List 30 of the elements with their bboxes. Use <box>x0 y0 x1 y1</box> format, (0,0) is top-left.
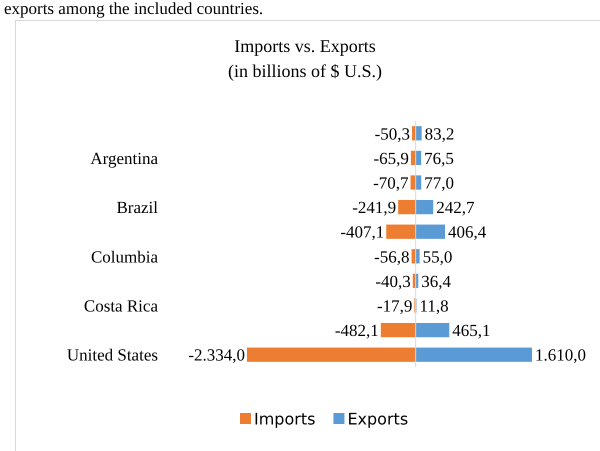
legend-label: Exports <box>347 410 408 429</box>
data-label: 36,4 <box>421 272 452 291</box>
text: exports among the included countries. <box>4 0 264 18</box>
chart-subtitle: (in billions of $ U.S.) <box>228 61 382 81</box>
data-label: -482,1 <box>334 321 379 340</box>
y-tick-label: Brazil <box>116 198 158 218</box>
data-label: 77,0 <box>424 173 454 192</box>
legend-label: Imports <box>254 410 316 429</box>
data-label: -241,9 <box>352 198 396 218</box>
data-label: -2.334,0 <box>188 346 245 365</box>
data-label: 406,4 <box>448 222 487 242</box>
data-label: 83,2 <box>424 124 454 144</box>
data-label: 76,5 <box>424 148 454 168</box>
data-label: -70,7 <box>373 173 410 192</box>
data-label: 242,7 <box>436 198 475 218</box>
y-tick-label: Argentina <box>90 148 158 168</box>
data-label: 465,1 <box>452 321 491 340</box>
data-label: -65,9 <box>373 148 409 168</box>
chart-title: Imports vs. Exports <box>234 36 376 56</box>
data-label: 11,8 <box>420 296 449 316</box>
data-label: -407,1 <box>340 222 384 242</box>
data-label: -50,3 <box>374 124 410 144</box>
data-label: -17,9 <box>376 296 412 316</box>
data-label: 1.610,0 <box>535 346 586 365</box>
y-tick-label: United States <box>66 346 158 365</box>
y-tick-label: Costa Rica <box>84 296 158 316</box>
data-label: 55,0 <box>422 247 452 266</box>
data-label: -56,8 <box>374 247 410 266</box>
y-tick-label: Columbia <box>90 247 158 266</box>
data-label: -40,3 <box>375 272 411 291</box>
